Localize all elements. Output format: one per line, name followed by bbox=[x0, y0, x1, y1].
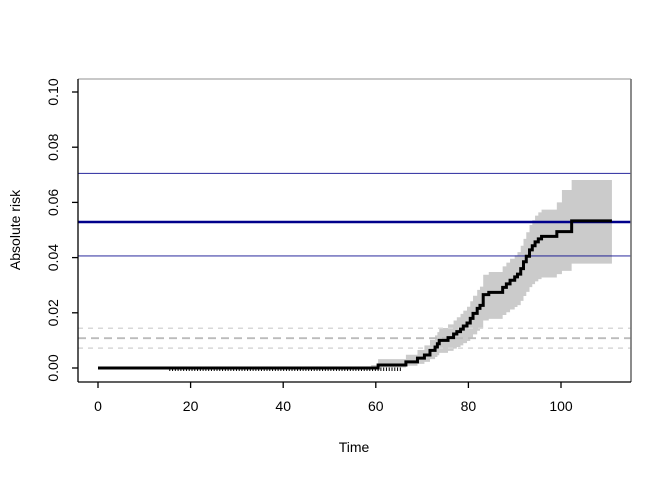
x-tick-label: 100 bbox=[549, 398, 573, 414]
y-tick-label: 0.00 bbox=[45, 354, 61, 381]
gray-dashed-reference-lines bbox=[78, 327, 631, 349]
x-tick-label: 80 bbox=[461, 398, 477, 414]
plot-box bbox=[77, 78, 632, 383]
x-axis: 0 20 40 60 80 100 bbox=[94, 382, 573, 414]
confidence-band bbox=[371, 180, 612, 368]
navy-reference-lines bbox=[78, 172, 631, 257]
x-tick-label: 40 bbox=[275, 398, 291, 414]
y-tick-label: 0.10 bbox=[45, 78, 61, 105]
y-tick-label: 0.08 bbox=[45, 133, 61, 160]
y-tick-label: 0.02 bbox=[45, 299, 61, 326]
y-tick-label: 0.04 bbox=[45, 244, 61, 271]
absolute-risk-step-curve bbox=[98, 219, 612, 370]
x-axis-title: Time bbox=[339, 439, 370, 455]
x-tick-label: 60 bbox=[368, 398, 384, 414]
x-tick-label: 20 bbox=[183, 398, 199, 414]
x-tick-label: 0 bbox=[94, 398, 102, 414]
y-tick-label: 0.06 bbox=[45, 189, 61, 216]
y-axis: 0.00 0.02 0.04 0.06 0.08 0.10 bbox=[45, 78, 78, 382]
y-axis-title: Absolute risk bbox=[7, 189, 23, 270]
